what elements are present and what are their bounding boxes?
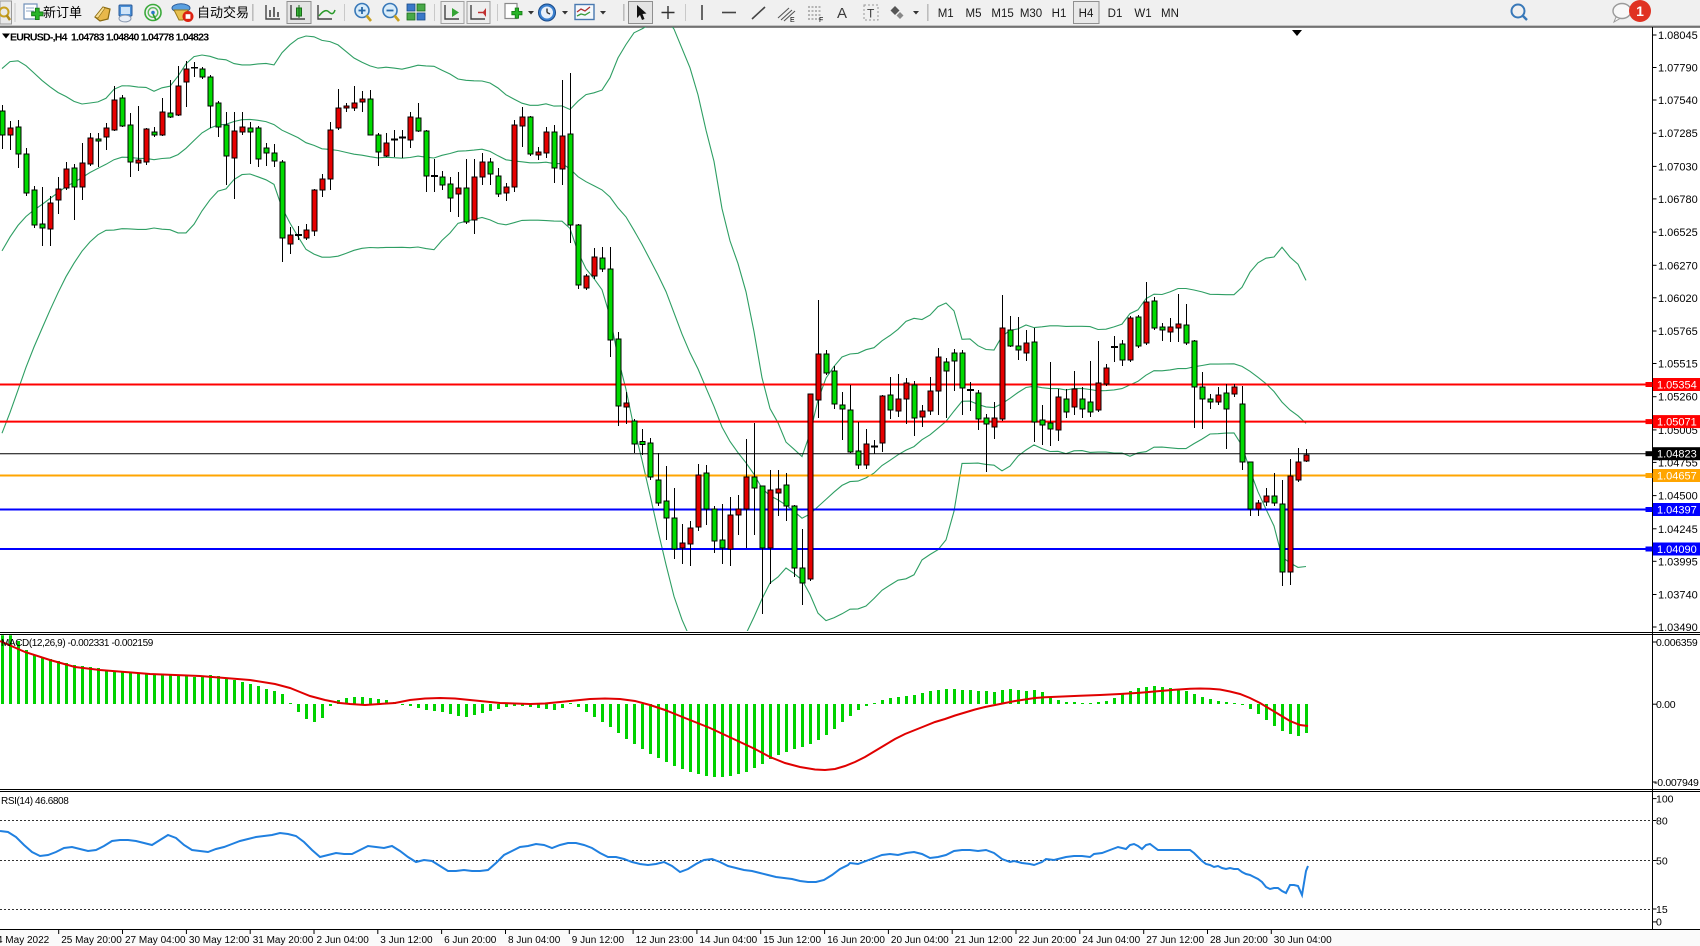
svg-text:24 Jun 04:00: 24 Jun 04:00 xyxy=(1082,935,1140,946)
svg-text:1.08045: 1.08045 xyxy=(1658,30,1698,42)
svg-text:MACD(12,26,9) -0.002331 -0.002: MACD(12,26,9) -0.002331 -0.002159 xyxy=(1,638,154,649)
svg-text:0.00: 0.00 xyxy=(1656,699,1676,711)
svg-text:W1: W1 xyxy=(1134,8,1151,20)
svg-text:80: 80 xyxy=(1656,815,1668,827)
svg-text:1.07285: 1.07285 xyxy=(1658,128,1698,140)
svg-text:1.05765: 1.05765 xyxy=(1658,326,1698,338)
svg-text:15: 15 xyxy=(1656,904,1668,916)
svg-text:1.06020: 1.06020 xyxy=(1658,293,1698,305)
svg-text:F: F xyxy=(819,17,823,24)
svg-text:28 Jun 20:00: 28 Jun 20:00 xyxy=(1210,935,1268,946)
svg-text:T: T xyxy=(867,7,875,21)
svg-text:EURUSD-,H4 1.04783 1.04840 1.: EURUSD-,H4 1.04783 1.04840 1.04778 1.048… xyxy=(10,32,209,44)
svg-text:1.03490: 1.03490 xyxy=(1658,622,1698,634)
svg-text:2 Jun 04:00: 2 Jun 04:00 xyxy=(317,935,370,946)
svg-text:1.05071: 1.05071 xyxy=(1657,417,1697,429)
svg-text:A: A xyxy=(837,5,847,22)
svg-text:1.06525: 1.06525 xyxy=(1658,227,1698,239)
svg-text:100: 100 xyxy=(1656,793,1674,805)
svg-text:1.03740: 1.03740 xyxy=(1658,590,1698,602)
svg-text:E: E xyxy=(790,17,795,24)
svg-text:1.04755: 1.04755 xyxy=(1658,457,1698,469)
svg-text:1.03995: 1.03995 xyxy=(1658,556,1698,568)
svg-text:自动交易: 自动交易 xyxy=(197,5,249,20)
svg-text:27 Jun 12:00: 27 Jun 12:00 xyxy=(1146,935,1204,946)
svg-text:1.07790: 1.07790 xyxy=(1658,63,1698,75)
svg-text:21 Jun 12:00: 21 Jun 12:00 xyxy=(955,935,1013,946)
svg-text:1.05354: 1.05354 xyxy=(1657,380,1697,392)
svg-text:50: 50 xyxy=(1656,855,1668,867)
svg-text:8 Jun 04:00: 8 Jun 04:00 xyxy=(508,935,561,946)
svg-text:6 Jun 20:00: 6 Jun 20:00 xyxy=(444,935,497,946)
svg-text:新订单: 新订单 xyxy=(43,5,82,20)
svg-text:22 Jun 20:00: 22 Jun 20:00 xyxy=(1019,935,1077,946)
svg-text:1.07540: 1.07540 xyxy=(1658,95,1698,107)
svg-text:1.04090: 1.04090 xyxy=(1657,544,1697,556)
svg-text:12 Jun 23:00: 12 Jun 23:00 xyxy=(636,935,694,946)
svg-text:3 Jun 12:00: 3 Jun 12:00 xyxy=(380,935,433,946)
svg-text:30 May 12:00: 30 May 12:00 xyxy=(189,935,250,946)
svg-text:31 May 20:00: 31 May 20:00 xyxy=(253,935,314,946)
svg-text:15 Jun 12:00: 15 Jun 12:00 xyxy=(763,935,821,946)
svg-text:-0.007949: -0.007949 xyxy=(1654,777,1699,789)
svg-text:1.07030: 1.07030 xyxy=(1658,161,1698,173)
svg-text:1.06780: 1.06780 xyxy=(1658,194,1698,206)
svg-text:20 Jun 04:00: 20 Jun 04:00 xyxy=(891,935,949,946)
svg-text:0.006359: 0.006359 xyxy=(1656,637,1698,649)
svg-text:RSI(14) 46.6808: RSI(14) 46.6808 xyxy=(1,796,69,807)
svg-text:M5: M5 xyxy=(966,8,982,20)
svg-text:1.04500: 1.04500 xyxy=(1658,491,1698,503)
svg-text:1.04823: 1.04823 xyxy=(1657,449,1697,461)
svg-text:14 Jun 04:00: 14 Jun 04:00 xyxy=(699,935,757,946)
svg-text:25 May 20:00: 25 May 20:00 xyxy=(61,935,122,946)
svg-text:1.04397: 1.04397 xyxy=(1657,505,1697,517)
svg-text:M30: M30 xyxy=(1020,8,1042,20)
svg-text:M1: M1 xyxy=(938,8,954,20)
svg-text:1.04657: 1.04657 xyxy=(1657,471,1697,483)
svg-text:D1: D1 xyxy=(1108,8,1123,20)
svg-text:27 May 04:00: 27 May 04:00 xyxy=(125,935,186,946)
svg-text:1.06270: 1.06270 xyxy=(1658,260,1698,272)
svg-text:1.04245: 1.04245 xyxy=(1658,524,1698,536)
svg-text:H4: H4 xyxy=(1079,8,1094,20)
svg-text:1.05260: 1.05260 xyxy=(1658,392,1698,404)
svg-text:MN: MN xyxy=(1161,8,1179,20)
svg-text:30 Jun 04:00: 30 Jun 04:00 xyxy=(1274,935,1332,946)
svg-text:M15: M15 xyxy=(991,8,1013,20)
svg-text:0: 0 xyxy=(1656,917,1662,929)
svg-text:1.05515: 1.05515 xyxy=(1658,359,1698,371)
svg-text:16 Jun 20:00: 16 Jun 20:00 xyxy=(827,935,885,946)
svg-text:H1: H1 xyxy=(1052,8,1067,20)
svg-text:1: 1 xyxy=(1636,3,1644,19)
svg-text:9 Jun 12:00: 9 Jun 12:00 xyxy=(572,935,625,946)
svg-text:24 May 2022: 24 May 2022 xyxy=(0,935,50,946)
